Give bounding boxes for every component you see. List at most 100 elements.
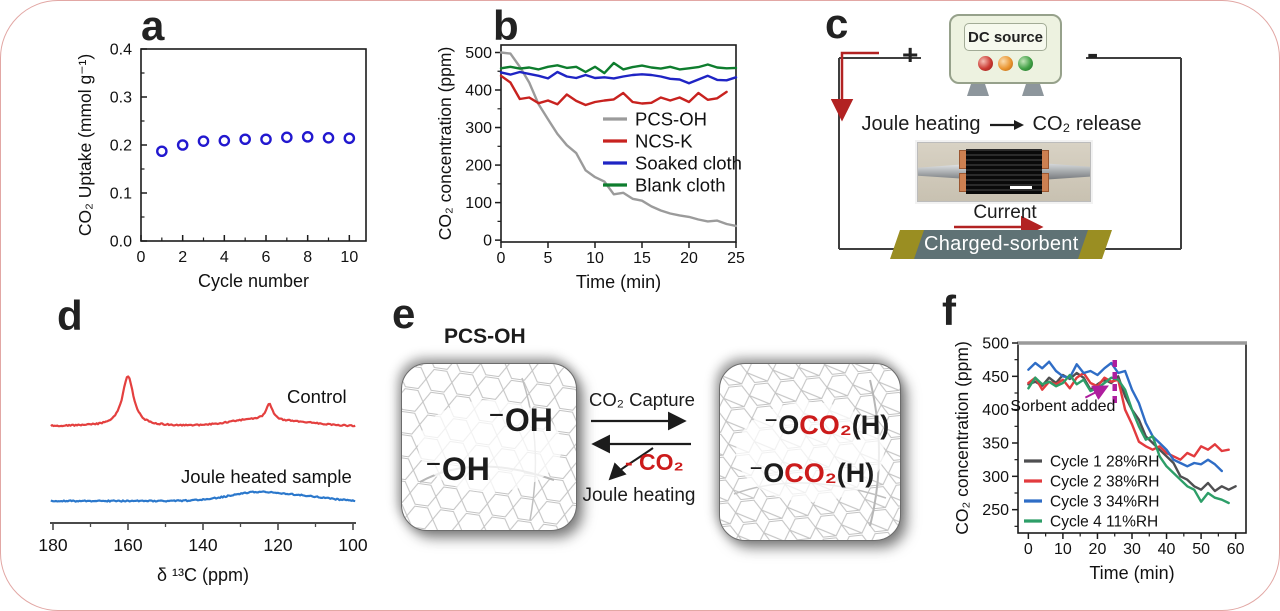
sorbent-square-right <box>719 363 901 541</box>
minus-co2-label: - CO₂ <box>625 449 684 475</box>
joule-heating-caption: Joule heating CO₂ release <box>859 113 1144 136</box>
svg-text:0.4: 0.4 <box>110 42 132 59</box>
panel-a-label: a <box>141 2 165 49</box>
alligator-clip-right <box>1040 163 1090 180</box>
carbon-network-texture <box>402 364 576 530</box>
svg-text:20: 20 <box>1089 541 1107 558</box>
svg-text:Cycle 2 38%RH: Cycle 2 38%RH <box>1050 474 1159 491</box>
co2-release-text: CO₂ release <box>1032 113 1142 135</box>
sample-photo <box>917 142 1091 202</box>
svg-text:300: 300 <box>982 469 1009 486</box>
green-indicator-light <box>1018 56 1033 71</box>
sorbent-square-left <box>401 363 577 531</box>
pcs-oh-title: PCS-OH <box>444 325 526 348</box>
red-indicator-light <box>978 56 993 71</box>
co2-capture-label: CO₂ Capture <box>589 389 695 410</box>
carbon-network-texture <box>720 364 900 540</box>
svg-text:0: 0 <box>497 250 506 267</box>
svg-text:Time (min): Time (min) <box>1089 563 1174 583</box>
svg-text:PCS-OH: PCS-OH <box>635 109 707 130</box>
co2-release-curved-arrow <box>608 447 654 481</box>
svg-text:Joule heated sample: Joule heated sample <box>181 466 352 487</box>
joule-heating-text: Joule heating <box>861 113 981 135</box>
panel-b-label: b <box>493 2 519 49</box>
svg-text:50: 50 <box>1192 541 1210 558</box>
svg-text:350: 350 <box>982 436 1009 453</box>
dc-source-lights <box>951 56 1060 71</box>
svg-text:400: 400 <box>982 402 1009 419</box>
svg-text:5: 5 <box>544 250 553 267</box>
svg-text:200: 200 <box>465 158 492 175</box>
minus-terminal: - <box>1087 35 1099 73</box>
chart-co2-capture-comparison: 0 5 10 15 20 25 0 100 200 300 400 500 PCS-OHNCS-KSoa… <box>435 44 745 292</box>
svg-text:Cycle 1 28%RH: Cycle 1 28%RH <box>1050 454 1159 471</box>
svg-text:0.3: 0.3 <box>110 90 132 107</box>
svg-text:Control: Control <box>287 386 347 407</box>
svg-text:Cycle 3 34%RH: Cycle 3 34%RH <box>1050 494 1159 511</box>
svg-text:140: 140 <box>188 535 217 555</box>
orange-indicator-light <box>998 56 1013 71</box>
svg-text:0: 0 <box>137 249 146 266</box>
svg-text:30: 30 <box>1123 541 1141 558</box>
svg-text:0.2: 0.2 <box>110 138 132 155</box>
panel-d-label: d <box>57 292 83 339</box>
svg-text:6: 6 <box>262 249 271 266</box>
svg-text:2: 2 <box>178 249 187 266</box>
chart-co2-uptake-cycles: 0 2 4 6 8 10 0.0 0.1 0.2 0.3 0.4 Cycle number CO₂ Up… <box>75 42 367 291</box>
svg-text:120: 120 <box>263 535 292 555</box>
chart-humidity-cycles: 0 10 20 30 40 50 60 250 300 350 400 450 500 Cycle 1 2… <box>952 336 1247 583</box>
svg-text:20: 20 <box>680 250 698 267</box>
svg-text:25: 25 <box>727 250 745 267</box>
svg-text:Cycle number: Cycle number <box>198 271 309 291</box>
svg-text:0.0: 0.0 <box>110 234 132 251</box>
svg-text:0.1: 0.1 <box>110 186 132 203</box>
dc-source-box: DC source <box>949 14 1062 96</box>
dc-source-foot <box>1022 84 1044 96</box>
svg-text:300: 300 <box>465 120 492 137</box>
svg-text:0: 0 <box>483 233 492 250</box>
svg-text:Blank cloth: Blank cloth <box>635 175 726 196</box>
svg-text:8: 8 <box>303 249 312 266</box>
svg-text:Soaked cloth: Soaked cloth <box>635 153 742 174</box>
plus-terminal: + <box>902 39 919 70</box>
svg-text:4: 4 <box>220 249 229 266</box>
chart-nmr-spectra: 180 160 140 120 100 δ ¹³C (ppm) Control Joule h… <box>38 375 368 585</box>
svg-text:CO₂ concentration (ppm): CO₂ concentration (ppm) <box>952 341 972 535</box>
svg-text:500: 500 <box>982 336 1009 353</box>
charged-sorbent-banner: Charged-sorbent <box>890 230 1112 259</box>
svg-text:250: 250 <box>982 502 1009 519</box>
right-arrow-icon <box>989 119 1024 130</box>
svg-text:100: 100 <box>465 195 492 212</box>
joule-heating-label: Joule heating <box>582 485 696 506</box>
svg-text:400: 400 <box>465 83 492 100</box>
svg-text:δ ¹³C (ppm): δ ¹³C (ppm) <box>157 565 249 585</box>
svg-text:CO₂ Uptake (mmol g⁻¹): CO₂ Uptake (mmol g⁻¹) <box>75 54 95 236</box>
panel-c-label: c <box>825 0 849 47</box>
svg-text:180: 180 <box>38 535 67 555</box>
reaction-arrows <box>591 411 691 481</box>
svg-text:100: 100 <box>338 535 367 555</box>
hydroxide-label-1: ⁻OH <box>488 402 553 438</box>
svg-text:450: 450 <box>982 369 1009 386</box>
svg-text:10: 10 <box>586 250 604 267</box>
svg-text:10: 10 <box>340 249 358 266</box>
svg-text:60: 60 <box>1227 541 1245 558</box>
current-direction-arrow <box>830 51 879 122</box>
charged-sorbent-label: Charged-sorbent <box>923 233 1079 255</box>
svg-text:Time (min): Time (min) <box>576 272 661 292</box>
svg-text:Cycle 4 11%RH: Cycle 4 11%RH <box>1050 514 1158 531</box>
svg-text:0: 0 <box>1024 541 1033 558</box>
hydroxide-label-2: ⁻OH <box>425 451 490 487</box>
svg-text:NCS-K: NCS-K <box>635 131 693 152</box>
current-label: Current <box>973 202 1037 223</box>
alligator-clip-left <box>918 164 968 179</box>
dc-source-screen: DC source <box>964 23 1047 51</box>
svg-text:40: 40 <box>1158 541 1176 558</box>
panel-f-label: f <box>942 287 956 334</box>
scale-bar <box>1010 186 1032 189</box>
svg-text:500: 500 <box>465 45 492 62</box>
panel-e-label: e <box>392 290 416 337</box>
dc-source-foot <box>967 84 989 96</box>
svg-text:CO₂ concentration (ppm): CO₂ concentration (ppm) <box>435 47 455 241</box>
